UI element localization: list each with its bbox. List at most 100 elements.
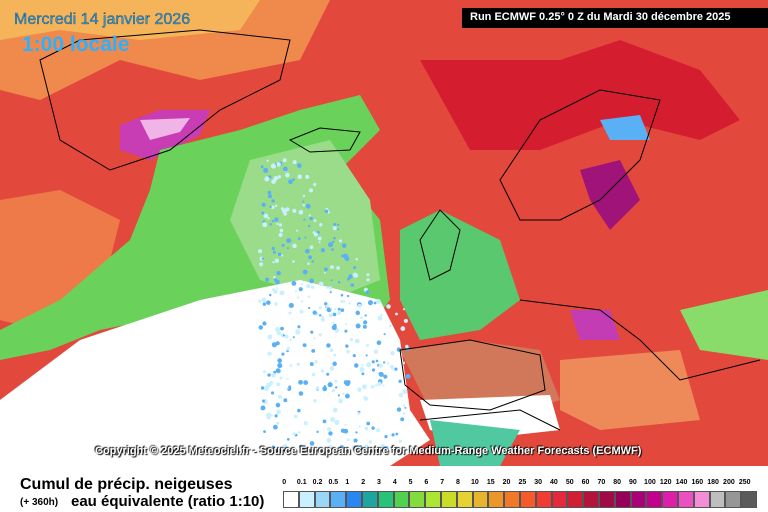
legend-label: 30 [534,479,543,486]
speckle-dot [377,315,383,321]
speckle-dot [332,361,337,367]
speckle-dot [295,329,301,335]
speckle-dot [270,205,275,210]
legend-label: 140 [675,479,688,486]
speckle-dot [308,188,314,193]
speckle-dot [346,438,350,442]
speckle-dot [318,241,321,244]
speckle-dot [267,373,271,377]
field-darkred [420,40,740,150]
speckle-dot [282,444,286,449]
speckle-dot [360,316,363,320]
speckle-dot [341,243,347,248]
speckle-dot [261,211,265,215]
speckle-dot [318,281,324,287]
speckle-dot [346,294,350,298]
speckle-dot [334,419,340,425]
speckle-dot [272,288,276,292]
speckle-dot [388,324,392,328]
speckle-dot [352,354,356,358]
speckle-dot [349,337,353,342]
speckle-dot [364,426,369,431]
speckle-dot [280,326,284,331]
speckle-dot [267,194,272,199]
speckle-dot [286,348,290,351]
speckle-dot [362,324,367,329]
legend-label: 120 [659,479,672,486]
field-pink [140,118,190,140]
speckle-dot [365,290,370,295]
legend-label: 0.5 [328,479,339,486]
speckle-dot [292,178,295,182]
speckle-dot [309,362,314,366]
speckle-dot [271,199,275,203]
speckle-dot [366,343,369,347]
speckle-dot [340,293,344,297]
speckle-dot [266,415,271,420]
field-blue-finland [600,115,650,140]
speckle-dot [267,216,270,220]
legend-swatch [693,491,710,508]
speckle-dot [353,273,359,278]
speckle-dot [346,277,350,281]
speckle-dot [307,295,310,298]
legend-swatch [330,491,347,508]
legend-label: 160 [691,479,704,486]
speckle-dot [271,246,275,251]
speckle-dot [262,302,267,306]
speckle-dot [330,416,336,423]
legend-label: 7 [440,479,445,486]
speckle-dot [298,391,304,396]
speckle-dot [279,228,284,233]
speckle-dot [320,248,325,253]
speckle-dot [355,257,358,261]
speckle-dot [274,302,278,306]
legend-label: 3 [377,479,381,486]
legend-period: (+ 360h) [20,497,59,508]
speckle-dot [348,302,351,305]
speckle-dot [298,209,304,215]
speckle-dot [307,262,310,266]
speckle-dot [262,321,267,326]
speckle-dot [312,310,317,315]
speckle-dot [355,431,358,434]
speckle-dot [273,275,276,279]
speckle-dot [267,190,272,195]
speckle-dot [277,252,282,257]
speckle-dot [276,421,280,425]
legend-swatch [741,491,757,508]
speckle-dot [368,440,373,444]
speckle-dot [279,376,283,380]
field-africa [430,420,520,466]
speckle-dot [331,389,336,393]
speckle-dot [367,300,373,306]
speckle-dot [308,255,312,260]
speckle-dot [338,281,341,284]
legend-swatch [314,491,331,508]
speckle-dot [261,257,265,260]
speckle-dot [282,334,285,337]
speckle-dot [322,386,328,392]
speckle-dot [276,382,281,387]
legend-swatch [725,491,742,508]
legend-swatch [393,491,410,508]
speckle-dot [267,334,273,340]
speckle-dot [328,242,334,248]
speckle-dot [354,363,359,368]
speckle-dot [391,433,395,437]
speckle-dot [330,265,334,270]
legend-swatch [583,491,599,508]
speckle-dot [378,372,381,375]
speckle-dot [390,350,395,356]
speckle-dot [296,296,300,299]
speckle-dot [350,283,355,287]
speckle-dot [337,307,341,311]
legend-label: 70 [597,479,606,486]
legend-swatch [646,491,663,508]
speckle-dot [326,438,332,443]
speckle-dot [366,362,372,368]
speckle-dot [302,269,308,275]
speckle-dot [267,351,272,356]
speckle-dot [324,302,328,306]
legend-label: 15 [486,479,495,486]
